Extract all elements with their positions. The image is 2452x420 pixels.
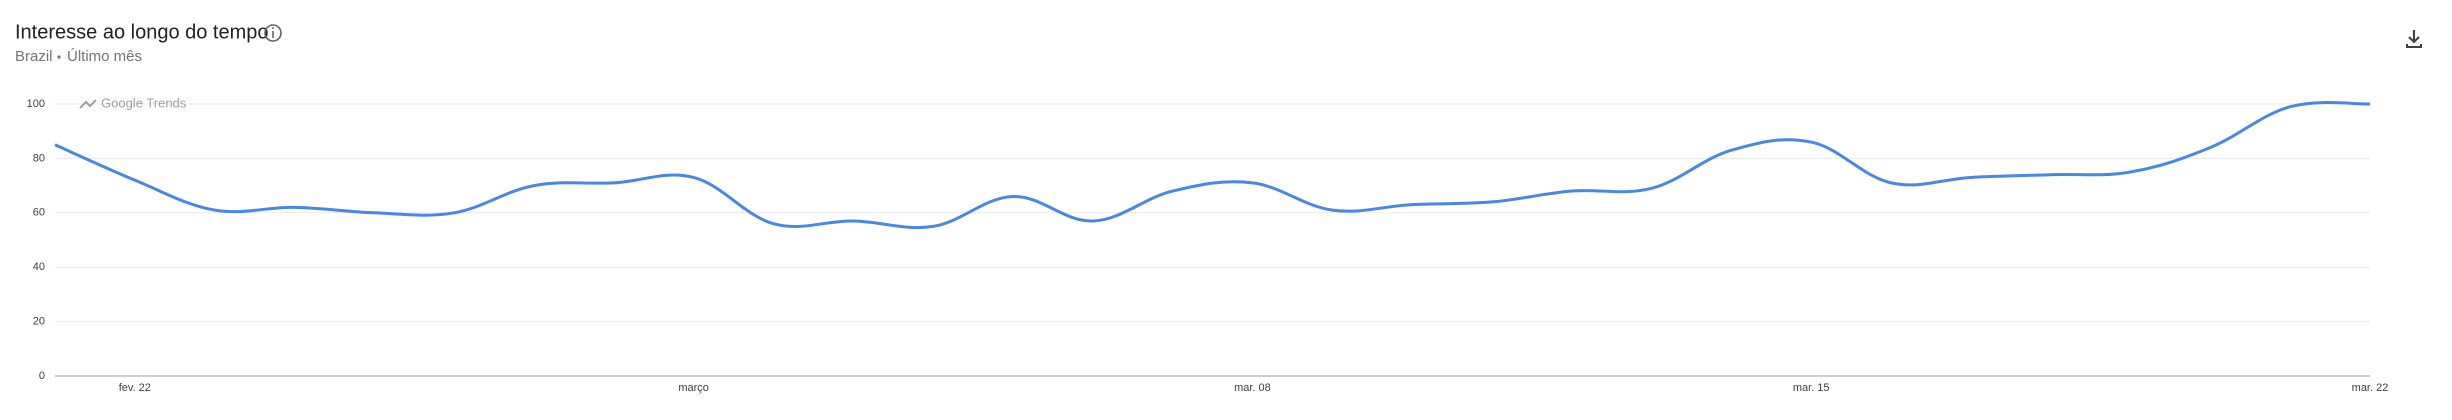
info-icon[interactable] bbox=[264, 24, 282, 42]
watermark-text: Google Trends bbox=[101, 95, 187, 110]
watermark: Google Trends bbox=[79, 95, 187, 110]
y-tick-label: 100 bbox=[27, 98, 45, 110]
y-tick-label: 20 bbox=[33, 316, 45, 328]
x-tick-label: mar. 08 bbox=[1234, 382, 1271, 394]
y-tick-label: 40 bbox=[33, 261, 45, 273]
y-tick-label: 60 bbox=[33, 207, 45, 219]
period: Último mês bbox=[67, 48, 142, 65]
x-tick-label: mar. 22 bbox=[2352, 382, 2389, 394]
x-tick-label: fev. 22 bbox=[119, 382, 151, 394]
y-tick-label: 0 bbox=[39, 370, 45, 382]
x-tick-label: mar. 15 bbox=[1793, 382, 1830, 394]
download-button[interactable] bbox=[2406, 30, 2422, 48]
region: Brazil bbox=[15, 48, 53, 65]
widget-title: Interesse ao longo do tempo bbox=[15, 21, 269, 43]
trend-line bbox=[54, 101, 2371, 230]
x-tick-label: março bbox=[678, 382, 709, 394]
separator bbox=[57, 55, 61, 59]
y-tick-label: 80 bbox=[33, 152, 45, 164]
